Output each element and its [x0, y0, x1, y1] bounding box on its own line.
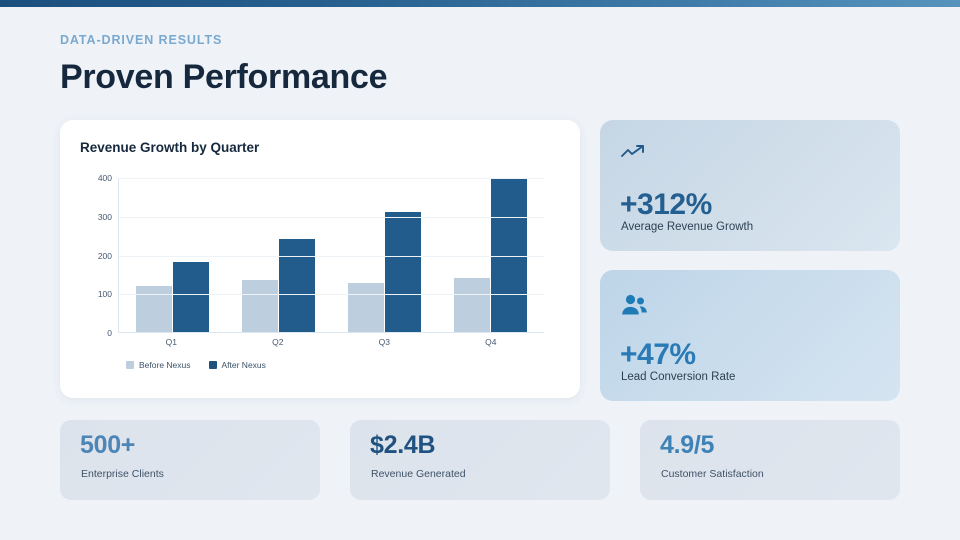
chart-title: Revenue Growth by Quarter	[80, 140, 260, 155]
legend-swatch	[126, 361, 134, 369]
chart-y-axis: 400 300 200 100 0	[80, 173, 116, 338]
top-accent-bar	[0, 0, 960, 7]
chart-bar	[172, 262, 209, 332]
stat-card-enterprise-clients: 500+ Enterprise Clients	[60, 420, 320, 500]
x-axis-tick: Q2	[272, 337, 284, 347]
highlight-card-lead-conversion: +47% Lead Conversion Rate	[600, 270, 900, 401]
highlight-label: Average Revenue Growth	[621, 221, 754, 233]
x-axis-tick: Q4	[485, 337, 497, 347]
chart-gridline	[119, 178, 544, 179]
revenue-chart-card: Revenue Growth by Quarter 400 300 200 100 0 …	[60, 120, 580, 398]
chart-bar	[348, 282, 385, 332]
chart-bar-group	[438, 178, 544, 332]
chart-bars	[119, 178, 544, 332]
legend-label: After Nexus	[221, 360, 266, 370]
highlight-card-revenue-growth: +312% Average Revenue Growth	[600, 120, 900, 251]
chart-gridline	[119, 294, 544, 296]
eyebrow-label: DATA-DRIVEN RESULTS	[60, 33, 223, 47]
legend-item[interactable]: After Nexus	[208, 360, 266, 370]
legend-swatch	[208, 361, 217, 369]
chart-x-axis: Q1 Q2 Q3 Q4	[118, 337, 544, 347]
chart-bar	[135, 285, 172, 332]
y-axis-tick: 300	[97, 211, 112, 222]
stat-label: Customer Satisfaction	[661, 468, 764, 480]
highlight-label: Lead Conversion Rate	[621, 371, 736, 383]
chart-legend: Before Nexus After Nexus	[126, 360, 266, 370]
stat-value: $2.4B	[370, 431, 436, 459]
chart-bar-group	[332, 178, 438, 332]
y-axis-tick: 400	[97, 173, 112, 183]
stat-value: 500+	[80, 431, 136, 459]
users-icon	[621, 294, 649, 321]
chart-gridline	[119, 255, 544, 257]
highlight-value: +47%	[620, 338, 696, 371]
y-axis-tick: 0	[107, 328, 112, 338]
stat-value: 4.9/5	[660, 431, 715, 459]
highlight-value: +312%	[620, 188, 712, 221]
x-axis-tick: Q3	[378, 337, 390, 347]
chart-bar-group	[119, 178, 225, 332]
x-axis-tick: Q1	[165, 337, 177, 347]
y-axis-tick: 100	[97, 289, 112, 300]
chart-bar	[491, 178, 528, 332]
legend-label: Before Nexus	[139, 360, 191, 370]
chart-bar	[385, 211, 422, 332]
stat-card-customer-satisfaction: 4.9/5 Customer Satisfaction	[640, 420, 900, 500]
chart-gridline	[119, 216, 544, 218]
stat-card-revenue-generated: $2.4B Revenue Generated	[350, 420, 610, 500]
y-axis-tick: 200	[97, 250, 112, 261]
page-header: DATA-DRIVEN RESULTS Proven Performance	[60, 33, 387, 97]
chart-bar	[241, 280, 278, 332]
chart-bar	[454, 277, 491, 332]
legend-item[interactable]: Before Nexus	[126, 360, 191, 370]
stat-label: Revenue Generated	[371, 468, 466, 480]
chart-bar-group	[225, 178, 331, 332]
page-title: Proven Performance	[60, 58, 388, 96]
chart-plot	[118, 178, 544, 333]
chart-plot-area: 400 300 200 100 0 Q1 Q2 Q3 Q4 Before Nexus After…	[80, 173, 564, 384]
chart-bar	[278, 239, 315, 332]
trending-up-icon	[621, 144, 647, 165]
stat-label: Enterprise Clients	[81, 468, 164, 480]
